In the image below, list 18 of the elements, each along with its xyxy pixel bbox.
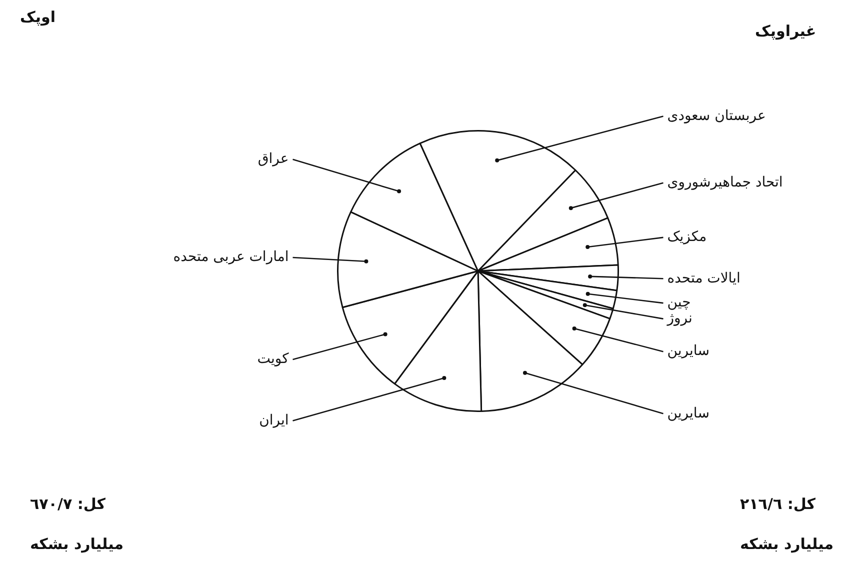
- slice-label: سایرین: [667, 405, 710, 422]
- text: کل: ٦٧٠/٧: [30, 495, 106, 513]
- text: میلیارد بشکه: [740, 535, 834, 553]
- slice-label: کویت: [257, 351, 290, 368]
- text: اوپک: [20, 8, 56, 26]
- slice-label: چین: [667, 294, 691, 311]
- slice-label: سایرین: [667, 343, 710, 360]
- slice-label: عربستان سعودی: [667, 108, 766, 124]
- slice-label: ایالات متحده: [667, 270, 740, 286]
- slice-label: عراق: [258, 151, 289, 168]
- slice-label: اتحاد جماهیرشوروی: [667, 174, 783, 191]
- slice-label: ایران: [259, 412, 289, 428]
- slice-label: مکزیک: [667, 229, 707, 246]
- slice-label: امارات عربی متحده: [173, 249, 289, 266]
- slice-label: نروژ: [666, 310, 692, 326]
- text: غیراوپک: [755, 22, 816, 40]
- text: کل: ٢١٦/٦: [740, 495, 816, 513]
- text: میلیارد بشکه: [30, 535, 124, 553]
